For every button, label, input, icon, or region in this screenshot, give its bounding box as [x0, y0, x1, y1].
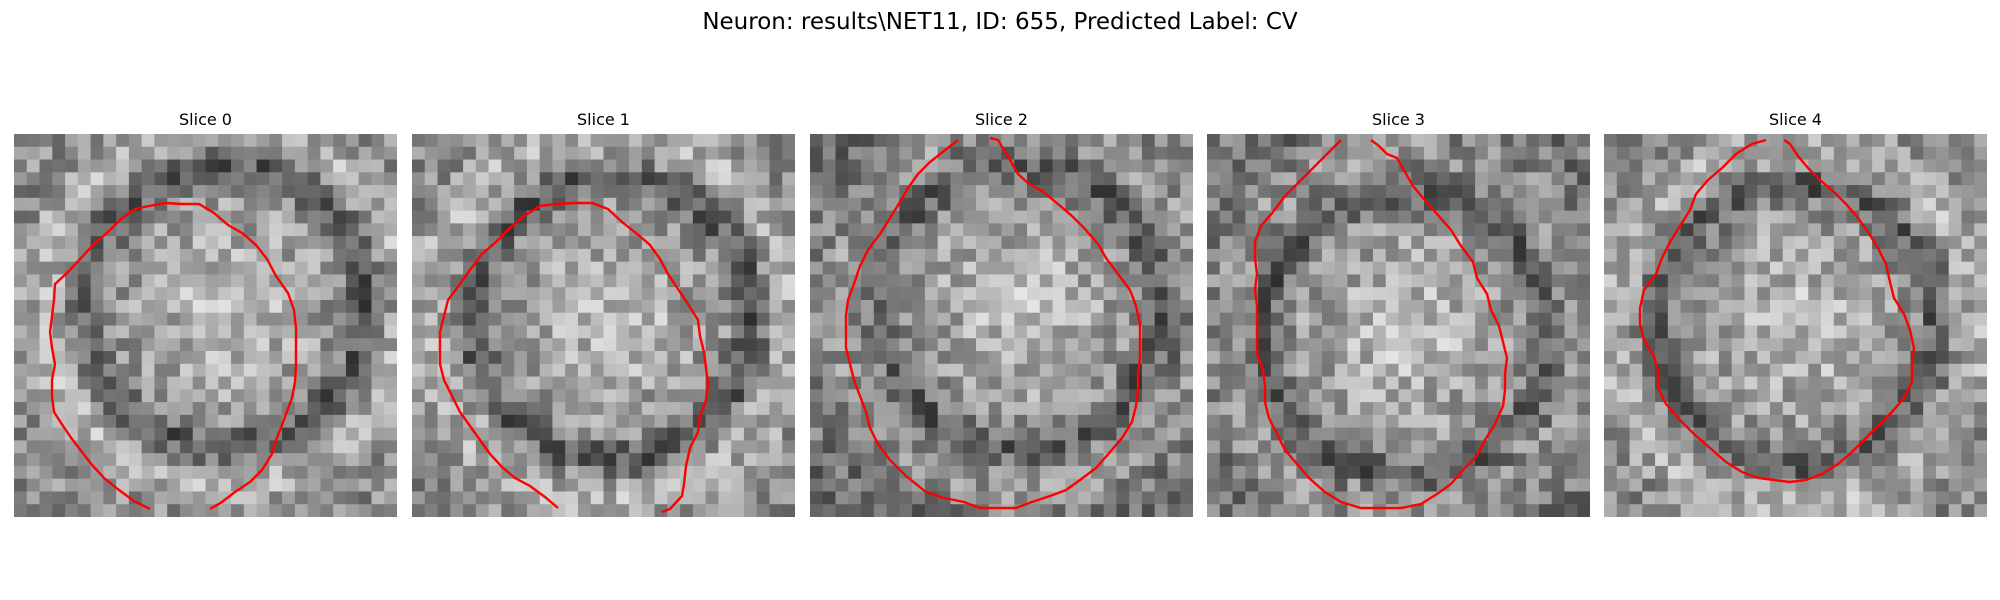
pixel-grid: [810, 134, 1193, 517]
pixel-grid: [1207, 134, 1590, 517]
slice-title: Slice 4: [1769, 110, 1822, 129]
pixel-grid: [1604, 134, 1987, 517]
contour-line: [438, 201, 710, 514]
slice-image: [810, 134, 1193, 517]
slice-image: [1604, 134, 1987, 517]
slice-title: Slice 1: [577, 110, 630, 129]
slice-panel-0: Slice 0: [14, 110, 397, 518]
figure-title: Neuron: results\NET11, ID: 655, Predicte…: [702, 9, 1298, 35]
contour-line: [1638, 138, 1916, 484]
slice-title: Slice 0: [179, 110, 232, 129]
pixel-grid: [14, 134, 397, 517]
slice-title: Slice 2: [975, 110, 1028, 129]
slice-image: [1207, 134, 1590, 517]
slice-panel-1: Slice 1: [412, 110, 795, 518]
slice-panel-4: Slice 4: [1604, 110, 1987, 518]
slice-panel-3: Slice 3: [1207, 110, 1590, 518]
pixel-grid: [412, 134, 795, 517]
slice-panel-2: Slice 2: [810, 110, 1193, 518]
contour-line: [1253, 139, 1509, 510]
contour-line: [48, 201, 298, 511]
contour-line: [844, 136, 1142, 510]
slice-image: [412, 134, 795, 517]
slice-image: [14, 134, 397, 517]
slice-title: Slice 3: [1372, 110, 1425, 129]
